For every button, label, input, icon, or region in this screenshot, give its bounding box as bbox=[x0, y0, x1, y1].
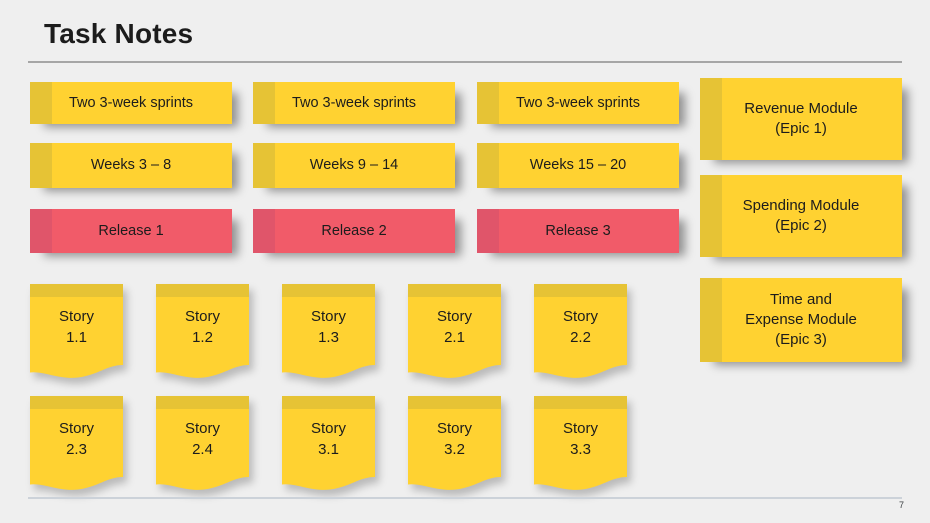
note-label: Story 1.1 bbox=[58, 308, 94, 346]
note-tab bbox=[253, 143, 275, 188]
note-label: Weeks 15 – 20 bbox=[529, 157, 627, 173]
note-label: Story 3.3 bbox=[562, 420, 598, 458]
note-label: Two 3-week sprints bbox=[68, 94, 194, 111]
note-release-1[interactable]: Release 1 bbox=[30, 209, 232, 253]
note-label: Time and Expense Module (Epic 3) bbox=[745, 291, 857, 348]
note-label: Weeks 9 – 14 bbox=[309, 157, 399, 173]
note-story-1-2[interactable]: Story 1.2 bbox=[156, 284, 249, 380]
note-tab bbox=[30, 82, 52, 124]
bottom-divider bbox=[28, 497, 902, 499]
note-weeks-9-14[interactable]: Weeks 9 – 14 bbox=[253, 143, 455, 188]
note-label: Story 2.3 bbox=[58, 420, 94, 458]
note-weeks-15-20[interactable]: Weeks 15 – 20 bbox=[477, 143, 679, 188]
note-label: Story 3.1 bbox=[310, 420, 346, 458]
note-weeks-3-8[interactable]: Weeks 3 – 8 bbox=[30, 143, 232, 188]
note-label: Two 3-week sprints bbox=[291, 94, 417, 111]
note-tab bbox=[477, 209, 499, 253]
note-story-3-1[interactable]: Story 3.1 bbox=[282, 396, 375, 492]
note-sprint-1[interactable]: Two 3-week sprints bbox=[30, 82, 232, 124]
note-tab bbox=[700, 78, 722, 160]
note-tab bbox=[477, 143, 499, 188]
note-sprint-3[interactable]: Two 3-week sprints bbox=[477, 82, 679, 124]
note-label: Release 1 bbox=[98, 222, 164, 239]
story-note-shape bbox=[30, 284, 123, 378]
note-tab bbox=[253, 209, 275, 253]
story-note-shape bbox=[156, 396, 249, 490]
note-story-2-2[interactable]: Story 2.2 bbox=[534, 284, 627, 380]
note-label: Story 2.2 bbox=[562, 308, 598, 346]
note-label: Weeks 3 – 8 bbox=[90, 157, 172, 173]
note-epic-3[interactable]: Time and Expense Module (Epic 3) bbox=[700, 278, 902, 362]
note-story-3-2[interactable]: Story 3.2 bbox=[408, 396, 501, 492]
note-label: Story 1.2 bbox=[184, 308, 220, 346]
note-label: Release 2 bbox=[321, 222, 387, 239]
story-note-shape bbox=[534, 284, 627, 378]
page-title: Task Notes bbox=[44, 18, 194, 49]
note-story-2-1[interactable]: Story 2.1 bbox=[408, 284, 501, 380]
page-number: 7 bbox=[898, 500, 904, 510]
note-story-1-1[interactable]: Story 1.1 bbox=[30, 284, 123, 380]
note-tab bbox=[700, 278, 722, 362]
story-note-shape bbox=[156, 284, 249, 378]
note-tab bbox=[30, 209, 52, 253]
note-label: Story 2.4 bbox=[184, 420, 220, 458]
story-note-shape bbox=[282, 284, 375, 378]
note-story-1-3[interactable]: Story 1.3 bbox=[282, 284, 375, 380]
title-divider bbox=[28, 61, 902, 63]
note-release-2[interactable]: Release 2 bbox=[253, 209, 455, 253]
note-story-2-4[interactable]: Story 2.4 bbox=[156, 396, 249, 492]
note-label: Story 1.3 bbox=[310, 308, 346, 346]
note-tab bbox=[700, 175, 722, 257]
note-label: Story 3.2 bbox=[436, 420, 472, 458]
story-note-shape bbox=[282, 396, 375, 490]
note-sprint-2[interactable]: Two 3-week sprints bbox=[253, 82, 455, 124]
note-epic-2[interactable]: Spending Module (Epic 2) bbox=[700, 175, 902, 257]
note-label: Spending Module (Epic 2) bbox=[742, 197, 860, 234]
note-label: Revenue Module (Epic 1) bbox=[744, 100, 858, 137]
note-tab bbox=[253, 82, 275, 124]
note-tab bbox=[30, 143, 52, 188]
note-release-3[interactable]: Release 3 bbox=[477, 209, 679, 253]
story-note-shape bbox=[408, 396, 501, 490]
note-story-3-3[interactable]: Story 3.3 bbox=[534, 396, 627, 492]
story-note-shape bbox=[30, 396, 123, 490]
note-label: Story 2.1 bbox=[436, 308, 472, 346]
note-label: Two 3-week sprints bbox=[515, 94, 641, 111]
story-note-shape bbox=[534, 396, 627, 490]
note-tab bbox=[477, 82, 499, 124]
note-story-2-3[interactable]: Story 2.3 bbox=[30, 396, 123, 492]
story-note-shape bbox=[408, 284, 501, 378]
note-label: Release 3 bbox=[545, 222, 611, 239]
note-epic-1[interactable]: Revenue Module (Epic 1) bbox=[700, 78, 902, 160]
